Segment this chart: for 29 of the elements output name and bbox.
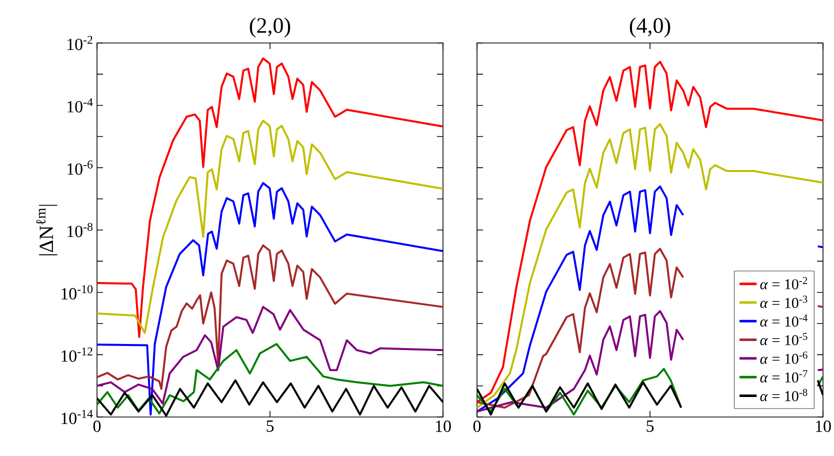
chart-title: (4,0) bbox=[630, 18, 670, 38]
x-tick-label: 5 bbox=[646, 420, 654, 432]
legend-label: α = 10$^{-6}$ bbox=[760, 352, 808, 364]
y-tick-label: 10$^{-6}$ bbox=[68, 160, 93, 175]
y-tick-label: 10$^{-8}$ bbox=[68, 222, 93, 238]
y-axis-title: |ΔN$^{ℓm}$| bbox=[36, 204, 58, 256]
y-tick-label: 10$^{-14}$ bbox=[62, 410, 93, 424]
legend-label: α = 10$^{-3}$ bbox=[760, 296, 808, 308]
legend-label: α = 10$^{-8}$ bbox=[760, 388, 808, 402]
y-tick-label: 10$^{-2}$ bbox=[68, 36, 92, 50]
legend-label: α = 10$^{-2}$ bbox=[760, 277, 808, 290]
x-tick-label: 10 bbox=[436, 420, 451, 432]
legend-label: α = 10$^{-4}$ bbox=[760, 314, 808, 327]
line-series bbox=[97, 343, 444, 414]
legend-label: α = 10$^{-5}$ bbox=[760, 332, 808, 346]
line-series bbox=[97, 120, 444, 334]
line-series bbox=[97, 57, 444, 338]
legend-label: α = 10$^{-7}$ bbox=[760, 370, 808, 383]
chart-title: (2,0) bbox=[250, 18, 290, 38]
y-tick-label: 10$^{-10}$ bbox=[62, 285, 93, 300]
x-tick-label: 5 bbox=[266, 420, 274, 432]
y-tick-label: 10$^{-12}$ bbox=[62, 348, 92, 362]
line-series bbox=[97, 306, 444, 405]
x-tick-label: 10 bbox=[816, 420, 831, 432]
line-series bbox=[97, 244, 444, 390]
y-tick-label: 10$^{-4}$ bbox=[68, 98, 93, 112]
line-series bbox=[97, 182, 444, 416]
x-tick-label: 0 bbox=[93, 420, 101, 432]
x-tick-label: 0 bbox=[473, 420, 481, 432]
